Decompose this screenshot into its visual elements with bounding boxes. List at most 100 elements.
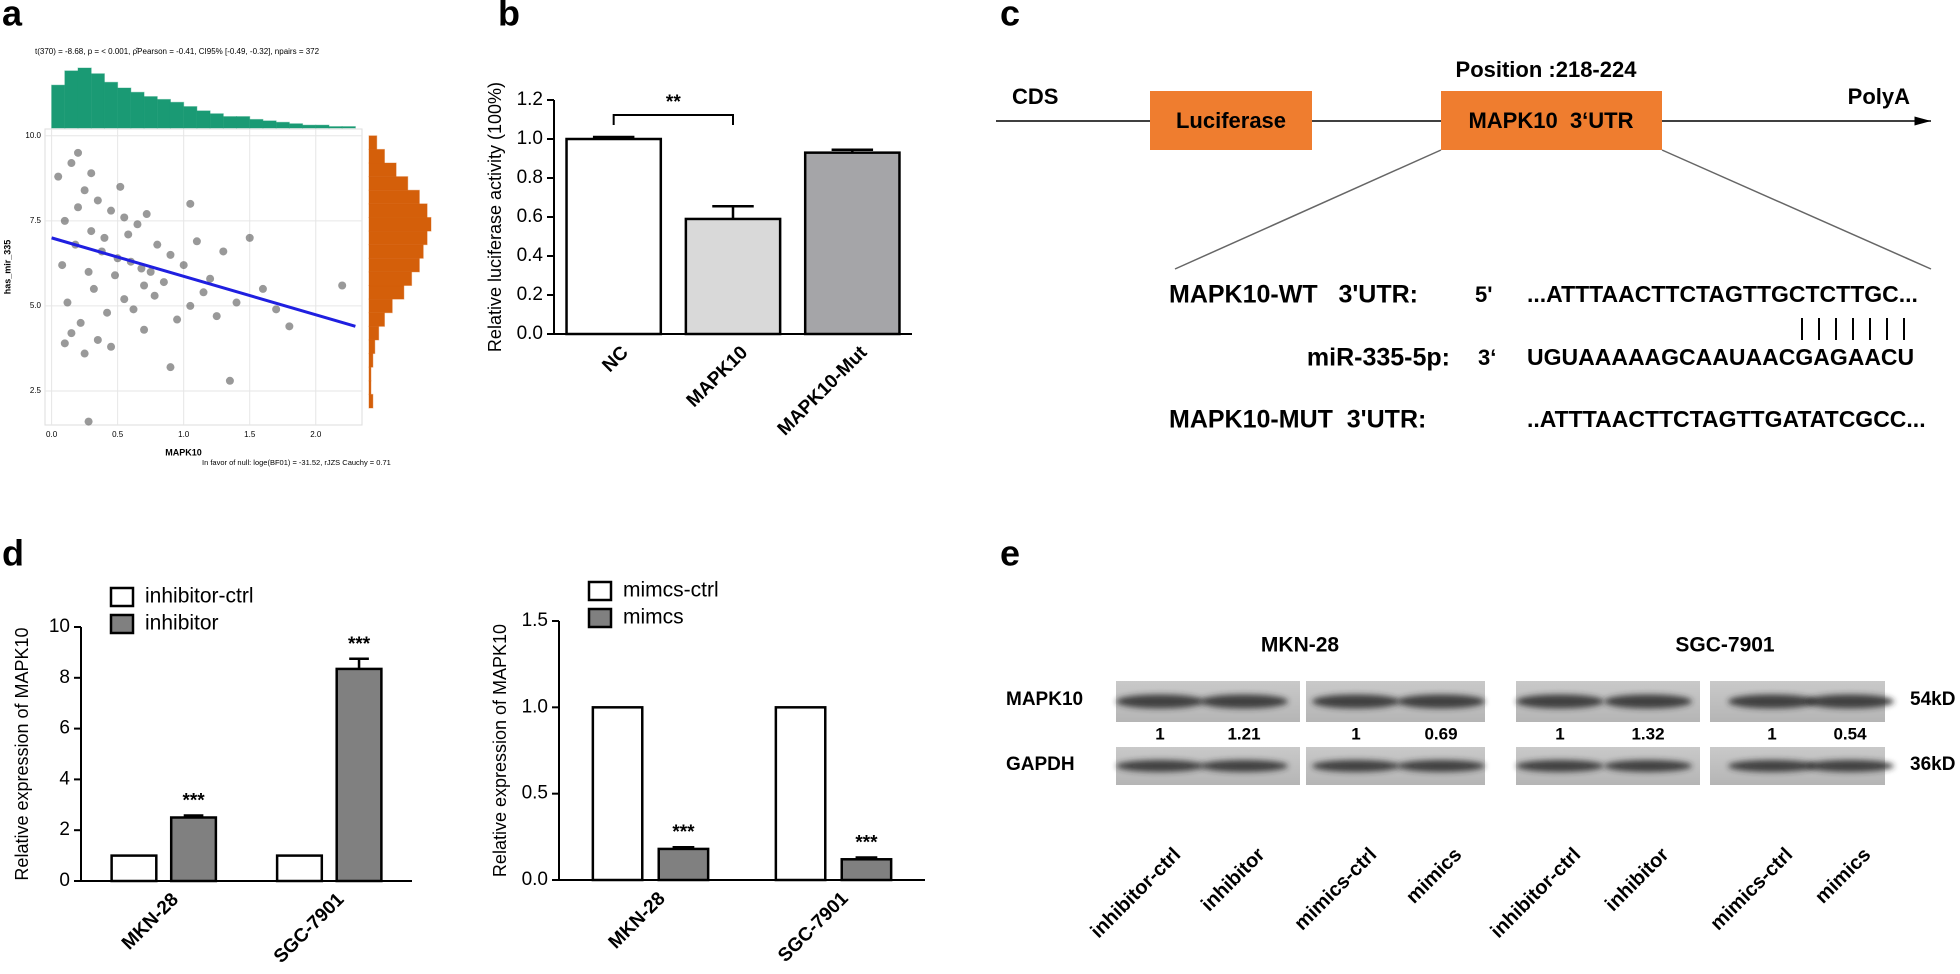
point	[285, 322, 294, 331]
point	[219, 247, 228, 256]
band-ratio: 1.21	[1227, 724, 1260, 743]
legend-label: mimcs-ctrl	[623, 579, 719, 602]
y-tick-label: 4	[59, 768, 70, 789]
size-label: 54kD	[1910, 689, 1955, 710]
significance: ***	[348, 634, 371, 655]
histogram-bar	[368, 285, 405, 300]
blot-band	[1312, 694, 1400, 709]
significance: ***	[672, 822, 695, 843]
band-ratio: 1	[1155, 724, 1164, 743]
blot-band	[1604, 760, 1692, 772]
band-ratio: 1.32	[1631, 724, 1664, 743]
histogram-bar	[183, 106, 198, 129]
y-axis-label: Relative expression of MAPK10	[12, 627, 32, 880]
point	[100, 233, 109, 242]
zoom-line	[1174, 149, 1442, 270]
legend-swatch	[587, 580, 613, 602]
y-tick-label: 6	[59, 718, 70, 739]
histogram-bar	[368, 216, 432, 232]
x-tick-label: 1.0	[178, 430, 190, 439]
point	[120, 295, 129, 304]
x-tick-label: SGC-7901	[270, 889, 349, 968]
polya-label: PolyA	[1848, 84, 1910, 109]
legend-label: inhibitor-ctrl	[145, 585, 254, 608]
y-tick-label: 0.8	[517, 167, 543, 188]
bar	[803, 151, 901, 336]
point	[153, 240, 162, 249]
histogram-bar	[169, 101, 185, 129]
y-tick-label: 0.6	[517, 206, 543, 227]
point	[76, 318, 85, 327]
legend-swatch	[109, 586, 135, 608]
point	[67, 159, 76, 168]
protein-label: GAPDH	[1006, 754, 1075, 775]
y-axis-label: Relative luciferase activity (100%)	[485, 82, 505, 352]
panel-label: a	[2, 0, 23, 34]
point	[124, 230, 133, 239]
significance-bracket	[612, 114, 734, 126]
point	[93, 335, 102, 344]
utr-label: MAPK10 3‘UTR	[1468, 108, 1633, 133]
y-tick-label: 0.4	[517, 245, 544, 266]
error-bar	[183, 814, 204, 818]
x-tick-label: MKN-28	[118, 889, 183, 954]
chart-title: t(370) = -8.68, p = < 0.001, ρ̂Pearson =…	[35, 47, 320, 56]
lane-label: inhibitor	[1601, 844, 1673, 916]
lane-label: inhibitor-ctrl	[1486, 844, 1585, 943]
error-bar	[592, 135, 635, 139]
bar	[657, 847, 710, 882]
band-ratio: 0.54	[1833, 724, 1867, 743]
histogram-bar	[368, 162, 397, 178]
point	[111, 271, 120, 280]
histogram-bar	[275, 121, 290, 129]
point	[192, 237, 201, 246]
point	[84, 417, 93, 426]
point	[89, 284, 98, 293]
blot-band	[1806, 760, 1894, 772]
size-label: 36kD	[1910, 754, 1955, 775]
y-tick-label: 0.2	[517, 284, 543, 305]
y-tick-label: 5.0	[30, 301, 42, 310]
band-ratio: 1	[1351, 724, 1360, 743]
bar	[591, 706, 644, 882]
point	[186, 199, 195, 208]
point	[179, 261, 188, 270]
y-tick-label: 7.5	[30, 216, 42, 225]
row-end: 3‘	[1478, 345, 1496, 370]
error-bar	[349, 657, 369, 669]
histogram-bar	[368, 325, 380, 341]
plot-area	[44, 128, 363, 426]
histogram-bar	[143, 96, 158, 129]
blot-band	[1604, 694, 1692, 709]
point	[142, 210, 151, 219]
blot-band	[1516, 760, 1604, 772]
legend-label: inhibitor	[145, 612, 219, 635]
point	[107, 342, 116, 351]
zoom-line	[1661, 149, 1932, 270]
band-ratio: 1	[1555, 724, 1564, 743]
histogram-bar	[368, 366, 372, 382]
error-bar	[831, 148, 874, 153]
histogram-bar	[209, 113, 224, 129]
histogram-bar	[368, 298, 393, 314]
x-tick-label: SGC-7901	[774, 888, 853, 967]
point	[166, 363, 175, 372]
point	[206, 274, 215, 283]
pairing-bars	[1801, 318, 1905, 340]
y-axis-label: has_mir_335	[2, 240, 12, 295]
point	[140, 325, 149, 334]
x-tick-label: NC	[598, 342, 632, 376]
blot-band	[1312, 760, 1400, 772]
lane-label: inhibitor	[1197, 844, 1269, 916]
histogram-bar	[368, 230, 428, 246]
lane-label: mimics-ctrl	[1290, 844, 1381, 935]
point	[133, 220, 142, 229]
histogram-bar	[368, 189, 420, 205]
y-tick-label: 8	[59, 667, 70, 688]
point	[93, 196, 102, 205]
protein-label: MAPK10	[1006, 689, 1083, 710]
row-label: MAPK10-MUT 3'UTR:	[1169, 406, 1426, 434]
bar	[684, 217, 782, 336]
point	[80, 186, 89, 195]
point	[54, 172, 63, 181]
